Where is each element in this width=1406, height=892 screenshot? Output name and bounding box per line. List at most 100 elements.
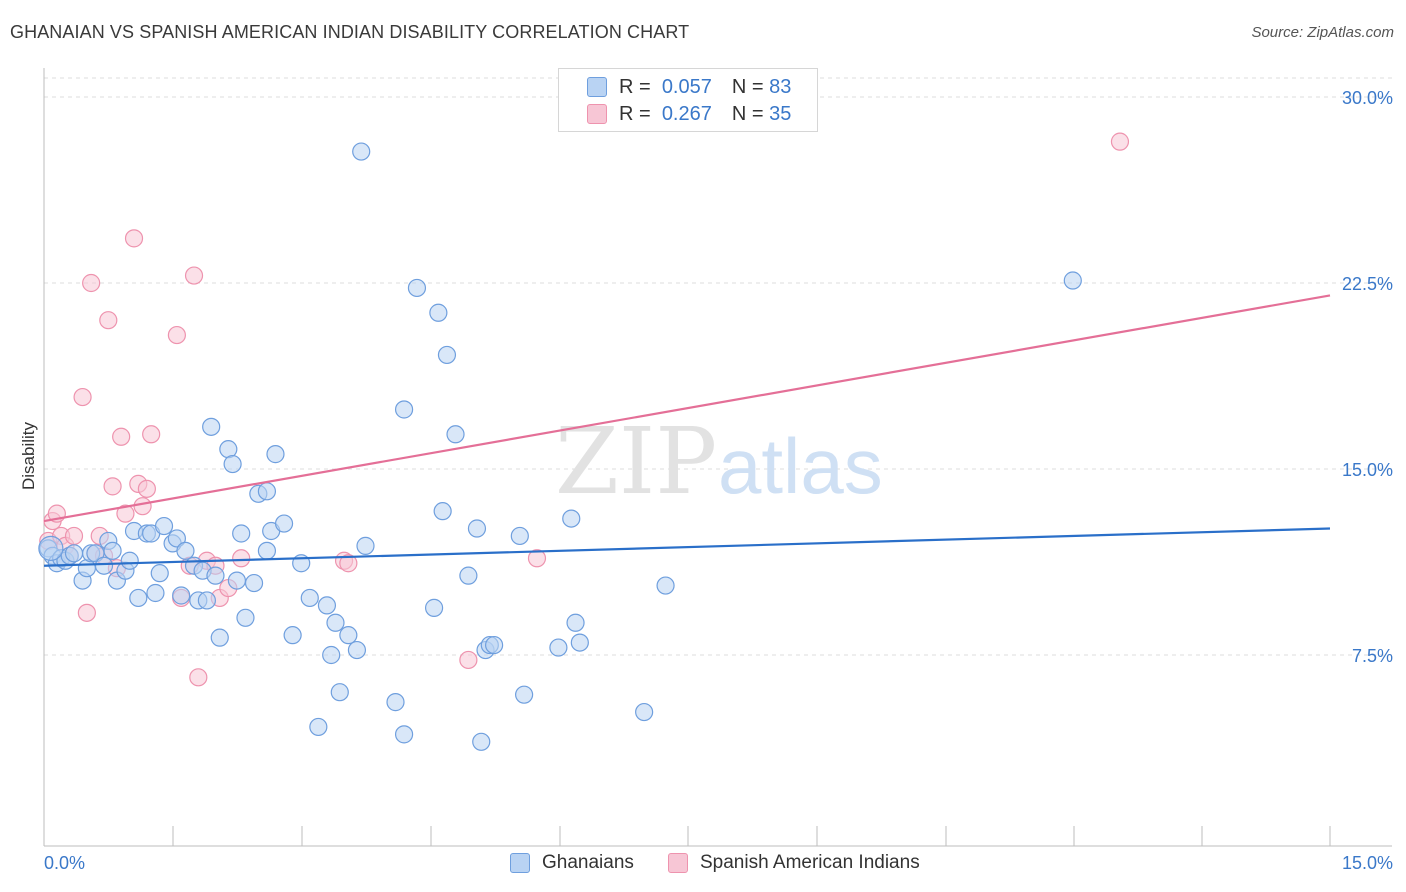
legend-r-label: R =	[619, 75, 651, 98]
data-point	[103, 477, 122, 496]
data-point	[232, 524, 251, 543]
data-point	[394, 400, 414, 419]
data-point	[326, 613, 345, 632]
data-point	[566, 613, 585, 632]
y-tick-label: 15.0%	[1342, 460, 1393, 480]
y-axis-label: Disability	[19, 421, 38, 490]
data-point	[227, 571, 246, 590]
data-point	[236, 608, 255, 627]
data-point	[437, 345, 457, 365]
data-point	[232, 549, 251, 568]
data-point	[1110, 132, 1130, 151]
data-point	[570, 633, 589, 652]
chart-title: GHANAIAN VS SPANISH AMERICAN INDIAN DISA…	[10, 22, 690, 42]
data-point	[352, 142, 371, 161]
data-point	[339, 554, 358, 573]
legend-r-value: 0.267	[661, 102, 712, 125]
data-point	[99, 311, 118, 330]
gridlines	[44, 77, 1392, 656]
data-point	[467, 519, 487, 538]
legend-r-value: 0.057	[661, 75, 712, 98]
data-point	[94, 556, 114, 575]
legend-row-ghanaians: R = 0.057 N = 83	[587, 75, 791, 99]
data-point	[485, 635, 504, 655]
data-point	[202, 417, 221, 436]
legend-label: Spanish American Indians	[700, 852, 920, 873]
x-tick-label: 15.0%	[1342, 853, 1393, 873]
data-point	[347, 640, 367, 660]
trend-lines	[43, 294, 1331, 567]
legend-n-value: 83	[769, 75, 792, 98]
data-point	[154, 516, 174, 536]
data-point	[1063, 271, 1082, 290]
chart-source: Source: ZipAtlas.com	[1251, 24, 1394, 41]
data-point	[356, 536, 375, 555]
data-point	[257, 541, 277, 560]
x-tick-label: 0.0%	[44, 853, 85, 873]
legend-row-spanish-american-indians: R = 0.267 N = 35	[587, 102, 791, 126]
data-point	[223, 454, 242, 474]
data-point	[103, 541, 122, 560]
stats-legend: R = 0.057 N = 83 R = 0.267 N = 35	[558, 68, 818, 132]
data-point	[322, 645, 341, 665]
axes	[43, 68, 1392, 847]
data-point	[339, 626, 358, 645]
data-point	[266, 445, 285, 464]
y-tick-label: 7.5%	[1352, 646, 1393, 666]
data-point	[176, 541, 195, 560]
data-point	[300, 588, 319, 608]
data-point	[283, 626, 302, 645]
data-point	[184, 266, 204, 285]
data-point	[137, 479, 156, 498]
data-point	[82, 273, 101, 293]
data-point	[77, 603, 96, 622]
data-point	[274, 514, 294, 533]
data-point	[142, 425, 161, 444]
data-point	[549, 638, 568, 657]
data-point	[656, 576, 675, 595]
data-point	[527, 549, 547, 568]
legend-swatch-pink	[668, 853, 688, 873]
watermark-zip: ZIP	[555, 408, 717, 515]
series-ghanaians	[38, 142, 1082, 751]
data-point	[472, 732, 491, 751]
data-point	[197, 591, 216, 610]
legend-n-label: N =	[731, 102, 764, 125]
data-point	[562, 509, 581, 528]
data-point	[510, 526, 529, 546]
data-point	[64, 526, 84, 546]
data-point	[459, 566, 478, 585]
data-point	[129, 588, 148, 608]
data-point	[424, 598, 444, 617]
data-point	[433, 502, 452, 521]
data-point	[150, 564, 169, 583]
data-point-cluster	[38, 535, 64, 561]
data-point	[167, 529, 186, 548]
data-point	[309, 717, 328, 737]
legend-item-spanish-american-indians: Spanish American Indians	[668, 852, 920, 874]
y-tick-label: 22.5%	[1342, 274, 1393, 294]
data-point	[146, 583, 165, 603]
data-point	[133, 497, 152, 516]
data-point	[124, 229, 144, 248]
data-point	[167, 325, 186, 345]
data-point	[64, 544, 84, 563]
data-point	[394, 725, 414, 744]
data-point	[446, 425, 465, 444]
data-point	[386, 693, 405, 712]
data-point	[206, 566, 225, 585]
legend-swatch-blue	[510, 853, 530, 873]
legend-swatch-pink	[587, 104, 607, 124]
data-point	[257, 482, 277, 501]
legend-n-label: N =	[731, 75, 764, 98]
legend-item-ghanaians: Ghanaians	[510, 852, 634, 874]
data-point	[515, 685, 534, 704]
data-point	[429, 303, 448, 322]
data-point	[244, 573, 264, 593]
data-point	[120, 551, 139, 570]
data-point	[73, 387, 92, 407]
data-point	[189, 668, 208, 687]
watermark-atlas: atlas	[718, 422, 883, 510]
legend-r-label: R =	[619, 102, 651, 125]
data-point	[330, 683, 349, 702]
